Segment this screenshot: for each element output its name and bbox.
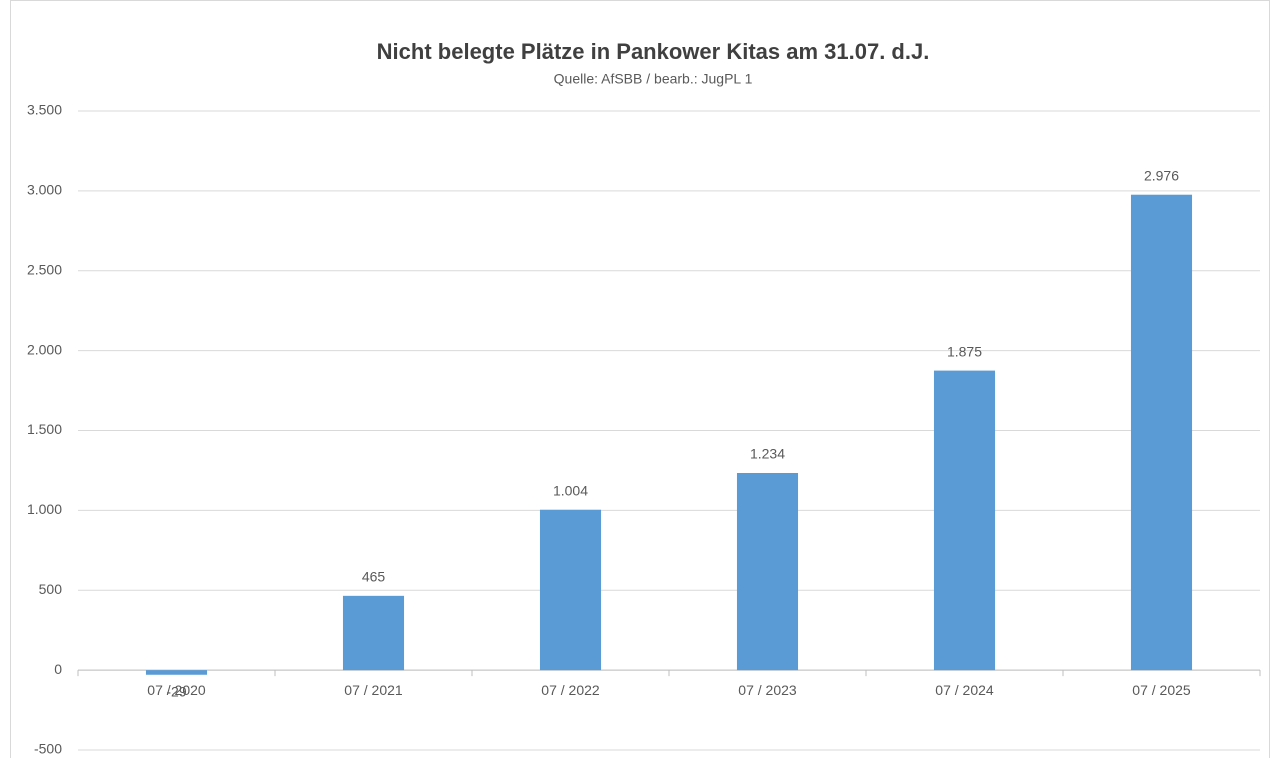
x-tick-label: 07 / 2024: [935, 682, 994, 698]
chart-border: [10, 0, 1270, 758]
bar: [539, 509, 602, 671]
bar: [342, 595, 405, 671]
chart-subtitle: Quelle: AfSBB / bearb.: JugPL 1: [554, 71, 753, 87]
y-tick-label: 1.000: [27, 501, 62, 517]
chart-title: Nicht belegte Plätze in Pankower Kitas a…: [377, 39, 930, 64]
y-tick-label: 2.500: [27, 261, 62, 277]
x-tick-label: 07 / 2025: [1132, 682, 1191, 698]
y-tick-label: 3.000: [27, 182, 62, 198]
value-label: 1.234: [750, 446, 785, 462]
x-tick-label: 07 / 2023: [738, 682, 797, 698]
bar: [1130, 194, 1193, 671]
value-label: -29: [166, 683, 186, 699]
y-tick-label: -500: [34, 741, 62, 757]
bar: [145, 670, 208, 675]
value-label: 2.976: [1144, 167, 1179, 183]
x-tick-label: 07 / 2020: [147, 682, 206, 698]
y-tick-label: 2.000: [27, 341, 62, 357]
y-tick-label: 1.500: [27, 421, 62, 437]
value-label: 465: [362, 569, 386, 585]
value-label: 1.004: [553, 482, 588, 498]
y-tick-label: 3.500: [27, 102, 62, 118]
x-tick-label: 07 / 2021: [344, 682, 403, 698]
x-tick-label: 07 / 2022: [541, 682, 600, 698]
bar: [736, 472, 799, 671]
y-tick-label: 0: [54, 661, 62, 677]
value-label: 1.875: [947, 343, 982, 359]
y-tick-label: 500: [39, 581, 63, 597]
bar: [933, 370, 996, 671]
